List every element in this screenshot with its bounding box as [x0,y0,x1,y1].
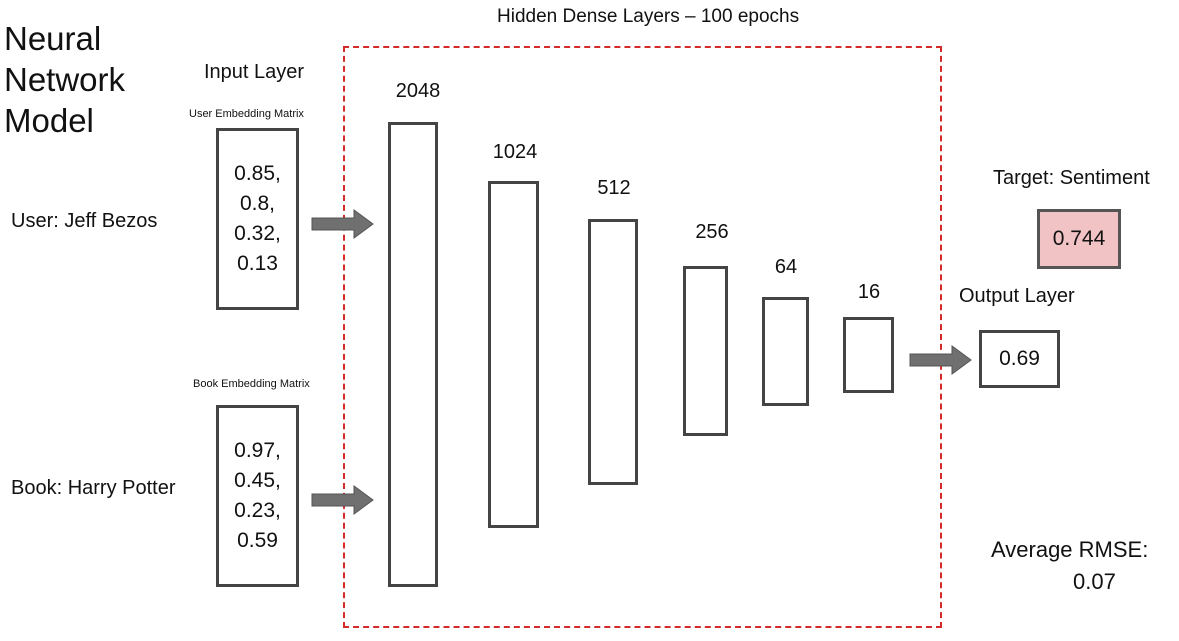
layer-units-label: 1024 [492,141,538,163]
output-value-box: 0.69 [979,330,1060,388]
user-embedding-matrix: 0.85, 0.8, 0.32, 0.13 [216,128,299,310]
dense-layer [388,122,438,587]
dense-layer [683,266,728,436]
layer-units-label: 64 [774,256,798,278]
hidden-layers-label: Hidden Dense Layers – 100 epochs [497,6,800,27]
rmse-value: 0.07 [1073,569,1116,594]
output-arrow-icon [909,345,972,375]
book-embedding-matrix: 0.97, 0.45, 0.23, 0.59 [216,405,299,587]
rmse-label: Average RMSE: [991,537,1149,562]
output-layer-label: Output Layer [959,285,1075,307]
dense-layer [843,317,894,393]
book-arrow-icon [311,485,374,515]
user-embedding-value: 0.8, [239,192,276,215]
dense-layer [588,219,638,485]
user-label: User: Jeff Bezos [11,210,158,232]
title-line-2: Network [4,61,126,98]
book-label: Book: Harry Potter [11,477,176,499]
title-line-3: Model [4,102,94,139]
title-line-1: Neural [4,20,102,57]
dense-layer [762,297,809,406]
user-embedding-value: 0.85, [234,162,281,185]
target-value: 0.744 [1052,227,1106,250]
book-embedding-value: 0.23, [234,499,281,522]
target-label: Target: Sentiment [993,167,1150,189]
input-layer-label: Input Layer [204,61,305,83]
book-embedding-label: Book Embedding Matrix [193,378,310,390]
layer-units-label: 256 [695,221,729,243]
user-embedding-value: 0.32, [234,222,281,245]
book-embedding-value: 0.45, [234,469,281,492]
user-embedding-value: 0.13 [237,252,278,275]
book-embedding-value: 0.59 [237,529,278,552]
hidden-layers-region [343,46,942,628]
diagram-title: Neural Network Model [4,18,125,141]
user-arrow-icon [311,209,374,239]
layer-units-label: 512 [597,177,631,199]
dense-layer [488,181,539,528]
book-embedding-value: 0.97, [234,439,281,462]
user-embedding-label: User Embedding Matrix [189,108,304,120]
layer-units-label: 2048 [395,80,441,102]
output-value: 0.69 [999,347,1040,370]
layer-units-label: 16 [857,281,881,303]
target-value-box: 0.744 [1037,209,1121,269]
